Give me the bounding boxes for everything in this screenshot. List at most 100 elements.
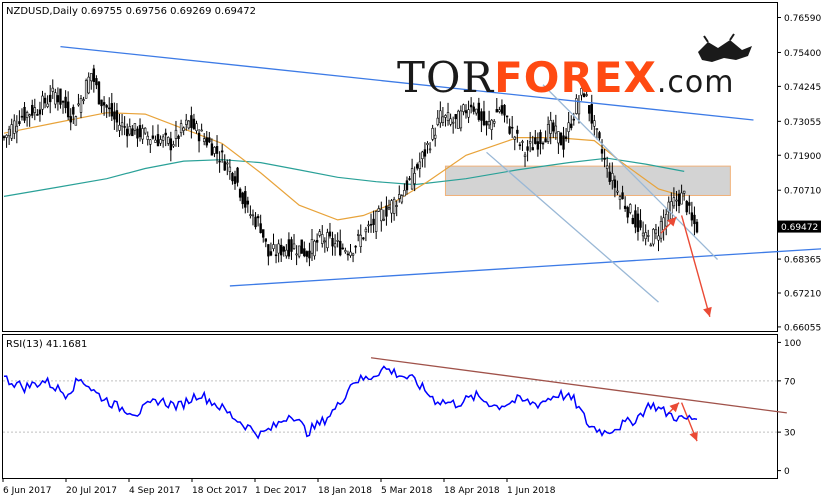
candle-body <box>580 88 583 96</box>
candle-body <box>469 104 473 108</box>
candle-body <box>639 220 642 228</box>
watermark-part-tor: TOR <box>397 53 494 102</box>
candle-body <box>493 121 496 124</box>
candle-body <box>205 137 208 146</box>
candle-body <box>685 200 688 213</box>
rsi-header-text: RSI(13) 41.1681 <box>6 339 87 350</box>
price-projection-arrow-1 <box>680 215 711 317</box>
candle-body <box>641 232 645 237</box>
price-projection-arrow-1-head <box>703 306 712 317</box>
candle-body <box>600 149 604 154</box>
candle-body <box>500 105 504 114</box>
candle-body <box>398 194 401 199</box>
candle-body <box>664 213 668 227</box>
candle-body <box>575 98 578 114</box>
candle-body <box>174 129 178 139</box>
candle-body <box>20 115 24 118</box>
main-header-text: NZDUSD,Daily 0.69755 0.69756 0.69269 0.6… <box>6 6 256 17</box>
price-tick-label: 0.74245 <box>784 83 821 93</box>
candle-body <box>346 253 350 256</box>
candle-body <box>54 92 57 105</box>
candle-body <box>464 110 468 114</box>
candle-body <box>123 126 126 128</box>
candle-body <box>611 173 614 181</box>
candle-body <box>477 102 481 120</box>
candle-body <box>41 95 44 110</box>
candle-body <box>441 116 445 123</box>
candle-body <box>690 212 694 221</box>
candle-body <box>110 103 114 117</box>
rsi-trendline <box>370 357 787 414</box>
candle-body <box>13 120 16 134</box>
candle-body <box>621 192 624 200</box>
candle-body <box>23 106 26 121</box>
candle-body <box>618 196 622 201</box>
candle-body <box>218 160 221 163</box>
candle-body <box>670 201 673 220</box>
candle-body <box>64 96 67 109</box>
candle-body <box>572 118 576 121</box>
candle-body <box>629 204 632 213</box>
candle-body <box>277 243 280 254</box>
candle-body <box>141 128 144 140</box>
candle-body <box>372 218 375 225</box>
x-tick-label: 6 Jun 2017 <box>3 486 51 496</box>
candle-body <box>182 127 185 131</box>
candle-body <box>482 111 486 126</box>
trendline-channel-lower <box>486 151 659 303</box>
watermark-part-forex: FOREX <box>494 53 657 102</box>
candle-body <box>233 176 237 184</box>
candle-body <box>549 120 552 134</box>
candle-body <box>339 240 342 256</box>
candle-body <box>354 245 357 248</box>
candle-body <box>267 244 270 257</box>
candle-body <box>433 134 437 139</box>
candle-body <box>318 231 321 236</box>
candle-body <box>392 198 396 214</box>
candle-body <box>603 157 606 160</box>
candle-body <box>151 135 155 139</box>
rsi-projection-arrow-0-head <box>669 402 680 413</box>
candle-body <box>305 251 309 257</box>
candle-body <box>644 232 647 240</box>
candle-body <box>428 148 432 151</box>
candle-body <box>585 94 588 96</box>
candle-body <box>308 250 311 259</box>
candle-body <box>79 97 83 113</box>
candle-body <box>269 251 273 256</box>
candle-body <box>675 199 678 202</box>
candle-body <box>590 104 593 124</box>
candle-body <box>300 239 303 254</box>
candle-body <box>28 114 31 117</box>
candle-body <box>25 112 29 118</box>
candle-body <box>92 68 96 83</box>
candle-body <box>534 137 537 144</box>
candle-body <box>210 143 214 156</box>
candle-body <box>326 232 329 249</box>
candle-body <box>161 136 165 141</box>
candle-body <box>608 171 611 182</box>
candle-body <box>59 88 62 105</box>
candle-body <box>595 128 599 130</box>
candle-body <box>682 190 686 194</box>
candle-body <box>541 142 545 145</box>
candle-body <box>613 179 617 188</box>
candle-body <box>133 123 137 131</box>
candle-body <box>195 123 198 132</box>
candle-body <box>582 93 586 98</box>
candle-body <box>231 172 234 182</box>
candle-body <box>90 73 93 82</box>
candle-body <box>310 239 314 254</box>
candle-body <box>285 249 288 257</box>
candle-body <box>336 240 339 242</box>
candle-body <box>200 129 203 132</box>
candle-body <box>554 125 558 134</box>
candle-body <box>226 162 229 165</box>
candle-body <box>546 124 550 142</box>
candle-body <box>680 192 683 205</box>
candle-body <box>115 110 119 123</box>
candle-body <box>7 128 11 137</box>
candle-body <box>444 115 447 118</box>
candle-body <box>367 224 370 227</box>
candle-body <box>557 131 560 144</box>
